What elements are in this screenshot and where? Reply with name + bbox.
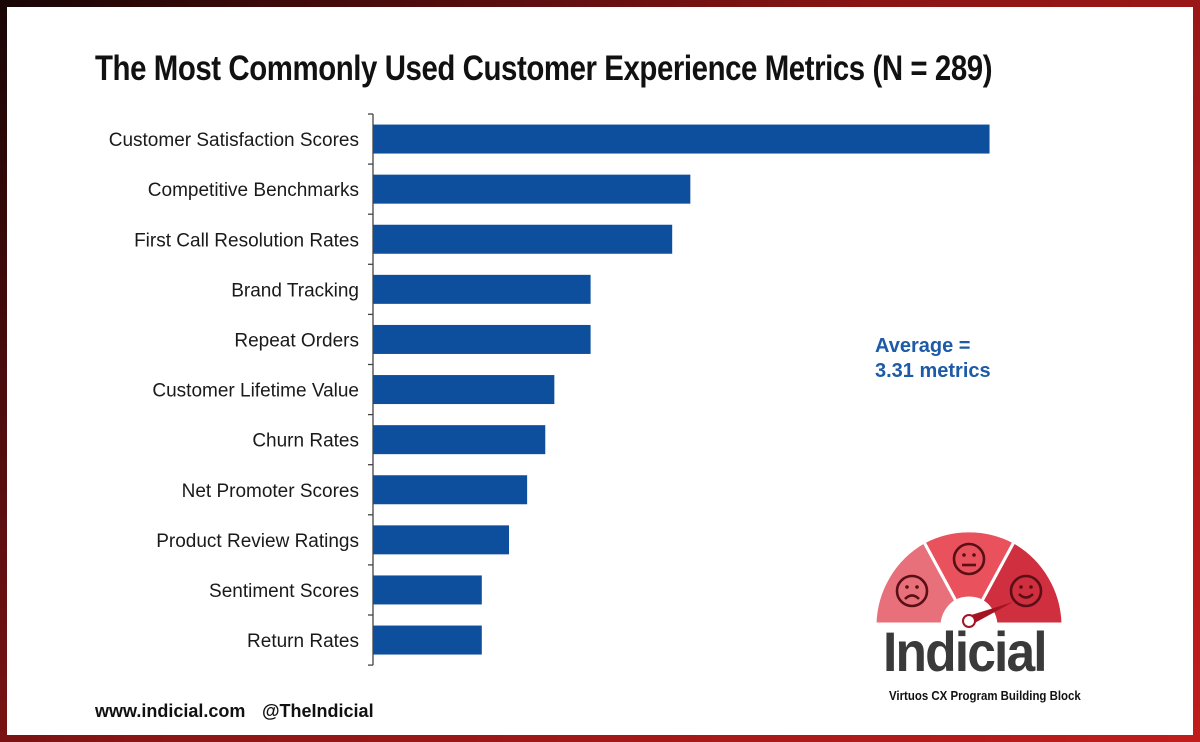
chart-title: The Most Commonly Used Customer Experien… xyxy=(95,49,993,88)
logo-wordmark: Indicial xyxy=(883,620,1048,683)
category-label: Customer Lifetime Value xyxy=(152,381,359,402)
gauge-needle-icon xyxy=(968,602,1013,625)
category-label: First Call Resolution Rates xyxy=(134,230,359,251)
category-label: Sentiment Scores xyxy=(209,581,359,602)
footer-handle[interactable]: @TheIndicial xyxy=(262,701,374,721)
neutral-face-icon xyxy=(952,542,986,576)
category-label: Product Review Ratings xyxy=(156,531,359,552)
gauge-segment-happy xyxy=(980,539,1065,626)
bars-group xyxy=(373,124,990,655)
average-annotation: Average = 3.31 metrics xyxy=(875,334,991,384)
sad-face-icon xyxy=(895,574,929,608)
footer-website[interactable]: www.indicial.com xyxy=(95,701,246,721)
bar-churn-rates xyxy=(373,425,546,455)
average-annotation-line1: Average = xyxy=(875,335,971,357)
category-label: Net Promoter Scores xyxy=(182,481,359,502)
category-label: Return Rates xyxy=(247,631,359,652)
bar-brand-tracking xyxy=(373,274,591,304)
category-label: Churn Rates xyxy=(252,431,359,452)
gauge-segment-sad xyxy=(873,539,958,626)
category-label: Competitive Benchmarks xyxy=(148,180,359,201)
happy-face-icon xyxy=(1009,574,1043,608)
bar-competitive-benchmarks xyxy=(373,174,691,204)
category-labels-group: Customer Satisfaction Scores Competitive … xyxy=(109,130,359,652)
bar-chart: Customer Satisfaction Scores Competitive … xyxy=(109,113,990,666)
average-annotation-line2: 3.31 metrics xyxy=(875,360,991,382)
bar-net-promoter-scores xyxy=(373,475,528,505)
category-label: Brand Tracking xyxy=(231,280,359,301)
logo-tagline: Virtuos CX Program Building Block xyxy=(889,688,1081,703)
bar-return-rates xyxy=(373,625,482,655)
gauge-logo-icon xyxy=(873,529,1065,628)
bar-repeat-orders xyxy=(373,324,591,354)
bar-customer-lifetime-value xyxy=(373,375,555,405)
y-axis-group xyxy=(368,113,374,666)
bar-product-review-ratings xyxy=(373,525,509,555)
bar-sentiment-scores xyxy=(373,575,482,605)
bar-customer-satisfaction-scores xyxy=(373,124,990,154)
bar-first-call-resolution-rates xyxy=(373,224,673,254)
category-label: Customer Satisfaction Scores xyxy=(109,130,359,151)
category-label: Repeat Orders xyxy=(234,330,359,351)
